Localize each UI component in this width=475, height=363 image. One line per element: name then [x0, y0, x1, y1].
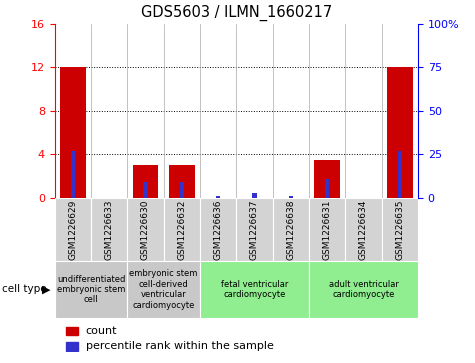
Bar — [143, 182, 148, 198]
Text: GSM1226634: GSM1226634 — [359, 199, 368, 260]
Bar — [273, 198, 309, 261]
Bar — [127, 261, 200, 318]
Text: cell type: cell type — [2, 285, 47, 294]
Bar — [325, 179, 330, 198]
Bar — [127, 198, 163, 261]
Text: GSM1226631: GSM1226631 — [323, 199, 332, 260]
Text: GSM1226635: GSM1226635 — [395, 199, 404, 260]
Bar — [55, 261, 127, 318]
Text: GSM1226633: GSM1226633 — [104, 199, 114, 260]
Text: GSM1226638: GSM1226638 — [286, 199, 295, 260]
Bar — [163, 198, 200, 261]
Text: count: count — [86, 326, 117, 336]
Text: GSM1226629: GSM1226629 — [68, 199, 77, 260]
Text: adult ventricular
cardiomyocyte: adult ventricular cardiomyocyte — [329, 280, 399, 299]
Bar — [252, 193, 257, 198]
Bar — [133, 165, 158, 198]
Bar — [60, 67, 86, 198]
Bar — [200, 198, 237, 261]
Text: percentile rank within the sample: percentile rank within the sample — [86, 341, 274, 351]
Bar — [55, 198, 91, 261]
Text: GSM1226636: GSM1226636 — [214, 199, 223, 260]
Bar — [387, 67, 413, 198]
Text: GSM1226630: GSM1226630 — [141, 199, 150, 260]
Bar — [288, 196, 293, 198]
Text: embryonic stem
cell-derived
ventricular
cardiomyocyte: embryonic stem cell-derived ventricular … — [130, 269, 198, 310]
Bar — [169, 165, 195, 198]
Text: GSM1226632: GSM1226632 — [177, 199, 186, 260]
Title: GDS5603 / ILMN_1660217: GDS5603 / ILMN_1660217 — [141, 5, 332, 21]
Text: GSM1226637: GSM1226637 — [250, 199, 259, 260]
Text: undifferentiated
embryonic stem
cell: undifferentiated embryonic stem cell — [57, 274, 125, 305]
Bar — [398, 151, 402, 198]
Bar — [309, 261, 418, 318]
Bar — [66, 326, 78, 335]
Bar — [237, 198, 273, 261]
Text: fetal ventricular
cardiomyocyte: fetal ventricular cardiomyocyte — [221, 280, 288, 299]
Bar — [309, 198, 345, 261]
Bar — [314, 160, 340, 198]
Bar — [180, 182, 184, 198]
Bar — [200, 261, 309, 318]
Bar — [70, 151, 75, 198]
Bar — [381, 198, 418, 261]
Bar — [91, 198, 127, 261]
Bar — [66, 342, 78, 351]
Bar — [216, 196, 220, 198]
Bar — [345, 198, 381, 261]
Text: ▶: ▶ — [42, 285, 51, 294]
